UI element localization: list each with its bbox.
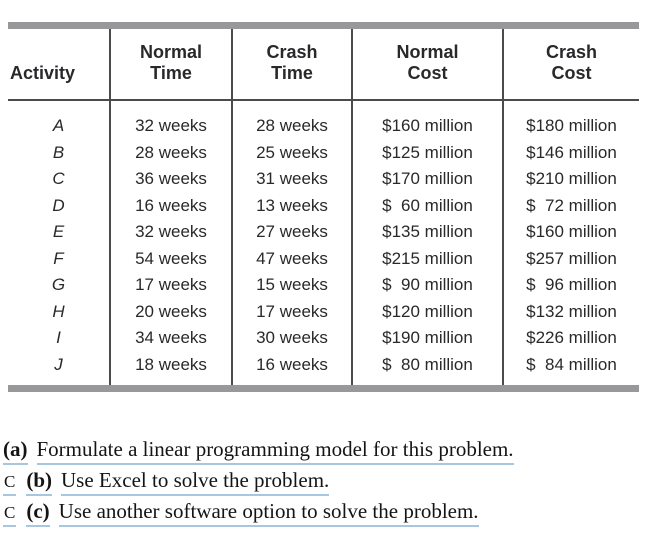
cell-crash-time: 30 weeks bbox=[231, 325, 352, 352]
column-header-line: Activity bbox=[10, 63, 76, 83]
table-row: C 36 weeks 31 weeks $170 million $210 millio… bbox=[8, 166, 639, 193]
cell-activity: G bbox=[51, 275, 66, 294]
cell-crash-cost: $210 million bbox=[502, 166, 639, 193]
cell-crash-cost: $ 84 million bbox=[502, 351, 639, 385]
table-row: E 32 weeks 27 weeks $135 million $160 millio… bbox=[8, 219, 639, 246]
cell-normal-cost: $135 million bbox=[351, 219, 503, 246]
question-label: (a) bbox=[3, 437, 28, 465]
question-line: C (b) Use Excel to solve the problem. bbox=[3, 465, 660, 496]
computer-marker: C bbox=[3, 471, 17, 496]
cell-normal-cost: $170 million bbox=[351, 166, 503, 193]
cell-normal-time: 32 weeks bbox=[109, 100, 232, 140]
cell-crash-cost: $257 million bbox=[502, 245, 639, 272]
question-label: (c) bbox=[26, 499, 50, 527]
cell-activity: B bbox=[52, 142, 65, 162]
question-line: (a) Formulate a linear programming model … bbox=[3, 434, 660, 465]
cell-crash-time: 28 weeks bbox=[231, 100, 352, 140]
table-row: G 17 weeks 15 weeks $ 90 million $ 96 millio… bbox=[8, 272, 639, 299]
column-header-crash-cost: Crash Cost bbox=[502, 29, 639, 101]
cell-normal-cost: $ 60 million bbox=[351, 192, 503, 219]
question-text: Use another software option to solve the… bbox=[58, 499, 479, 527]
questions-section: (a) Formulate a linear programming model … bbox=[3, 434, 660, 527]
cell-crash-time: 47 weeks bbox=[231, 245, 352, 272]
question-text: Formulate a linear programming model for… bbox=[36, 437, 514, 465]
table-row: B 28 weeks 25 weeks $125 million $146 millio… bbox=[8, 139, 639, 166]
cell-normal-time: 16 weeks bbox=[109, 192, 232, 219]
column-header-line: Normal bbox=[396, 42, 459, 62]
cell-crash-time: 17 weeks bbox=[231, 298, 352, 325]
cell-normal-time: 17 weeks bbox=[109, 272, 232, 299]
computer-marker: C bbox=[3, 502, 17, 527]
table-header-row: Activity Normal Time Crash Time Normal Cost Cra… bbox=[8, 29, 639, 101]
cell-normal-cost: $215 million bbox=[351, 245, 503, 272]
cell-activity: J bbox=[54, 354, 63, 374]
column-header-line: Time bbox=[271, 63, 313, 83]
column-header-normal-cost: Normal Cost bbox=[351, 29, 503, 101]
cell-crash-time: 16 weeks bbox=[231, 351, 352, 385]
cell-normal-time: 32 weeks bbox=[109, 219, 232, 246]
cell-normal-time: 20 weeks bbox=[109, 298, 232, 325]
cell-crash-time: 31 weeks bbox=[231, 166, 352, 193]
table-row: H 20 weeks 17 weeks $120 million $132 millio… bbox=[8, 298, 639, 325]
cell-crash-time: 13 weeks bbox=[231, 192, 352, 219]
column-header-line: Crash bbox=[545, 42, 598, 62]
column-header-crash-time: Crash Time bbox=[231, 29, 352, 101]
cell-normal-cost: $190 million bbox=[351, 325, 503, 352]
cell-normal-time: 54 weeks bbox=[109, 245, 232, 272]
cell-activity: H bbox=[52, 301, 65, 321]
cell-crash-cost: $180 million bbox=[502, 100, 639, 140]
question-line: C (c) Use another software option to solve… bbox=[3, 496, 660, 527]
cell-normal-time: 28 weeks bbox=[109, 139, 232, 166]
column-header-line: Normal bbox=[139, 42, 202, 62]
question-text: Use Excel to solve the problem. bbox=[61, 468, 330, 496]
cell-crash-cost: $132 million bbox=[502, 298, 639, 325]
column-header-line: Crash bbox=[266, 42, 318, 62]
cell-crash-cost: $ 72 million bbox=[502, 192, 639, 219]
cell-activity: D bbox=[52, 195, 65, 215]
cell-normal-cost: $160 million bbox=[351, 100, 503, 140]
cell-activity: C bbox=[52, 169, 65, 188]
cell-crash-cost: $160 million bbox=[502, 219, 639, 246]
cell-normal-time: 36 weeks bbox=[109, 166, 232, 193]
table-row: F 54 weeks 47 weeks $215 million $257 millio… bbox=[8, 245, 639, 272]
table-row: J 18 weeks 16 weeks $ 80 million $ 84 millio… bbox=[8, 351, 639, 385]
cell-crash-time: 25 weeks bbox=[231, 139, 352, 166]
cell-activity: F bbox=[53, 248, 64, 268]
cell-activity: I bbox=[56, 328, 61, 347]
column-header-line: Cost bbox=[407, 63, 448, 83]
cell-crash-cost: $ 96 million bbox=[502, 272, 639, 299]
cell-crash-cost: $146 million bbox=[502, 139, 639, 166]
crash-cost-table: Activity Normal Time Crash Time Normal Cost Cra… bbox=[8, 29, 639, 385]
cell-normal-cost: $ 90 million bbox=[351, 272, 503, 299]
activity-crash-table: Activity Normal Time Crash Time Normal Cost Cra… bbox=[8, 22, 639, 392]
table-row: D 16 weeks 13 weeks $ 60 million $ 72 millio… bbox=[8, 192, 639, 219]
cell-normal-time: 34 weeks bbox=[109, 325, 232, 352]
cell-normal-cost: $125 million bbox=[351, 139, 503, 166]
cell-normal-time: 18 weeks bbox=[109, 351, 232, 385]
column-header-normal-time: Normal Time bbox=[109, 29, 232, 101]
cell-activity: A bbox=[52, 116, 65, 135]
cell-normal-cost: $120 million bbox=[351, 298, 503, 325]
cell-activity: E bbox=[52, 222, 65, 241]
table-row: I 34 weeks 30 weeks $190 million $226 millio… bbox=[8, 325, 639, 352]
cell-crash-time: 27 weeks bbox=[231, 219, 352, 246]
table-row: A 32 weeks 28 weeks $160 million $180 millio… bbox=[8, 100, 639, 140]
column-header-activity: Activity bbox=[8, 29, 110, 101]
question-label: (b) bbox=[26, 468, 53, 496]
cell-crash-time: 15 weeks bbox=[231, 272, 352, 299]
cell-normal-cost: $ 80 million bbox=[351, 351, 503, 385]
column-header-line: Time bbox=[150, 63, 192, 83]
column-header-line: Cost bbox=[551, 63, 592, 83]
cell-crash-cost: $226 million bbox=[502, 325, 639, 352]
